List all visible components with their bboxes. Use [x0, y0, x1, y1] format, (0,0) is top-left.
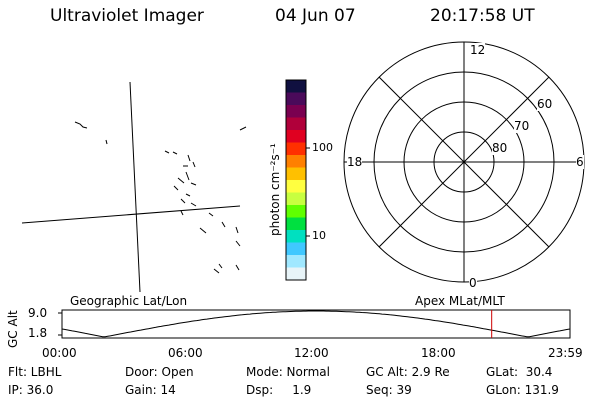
- polar-label-6: 6: [576, 155, 584, 169]
- strip-y-tick-1-8: 1.8: [28, 326, 48, 340]
- strip-right-title: Apex MLat/MLT: [415, 294, 505, 308]
- strip-x-tick-1200: 12:00: [294, 346, 329, 360]
- info-glat: GLat: 30.4: [486, 365, 553, 379]
- colorbar-cell: [286, 205, 306, 218]
- strip-x-tick-1800: 18:00: [421, 346, 456, 360]
- info-door: Door: Open: [125, 365, 194, 379]
- strip-y-tick-9: 9.0: [28, 306, 48, 320]
- info-ip: IP: 36.0: [8, 383, 54, 397]
- strip-x-tick-0600: 06:00: [168, 346, 203, 360]
- info-gc-alt: GC Alt: 2.9 Re: [366, 365, 450, 379]
- info-filter: Flt: LBHL: [8, 365, 62, 379]
- instrument-title: Ultraviolet Imager: [50, 6, 204, 26]
- polar-label-lat60: 60: [537, 97, 553, 111]
- colorbar-cell: [286, 242, 306, 256]
- strip-x-tick-2359: 23:59: [548, 346, 583, 360]
- colorbar-cell: [286, 217, 306, 231]
- colorbar-cell: [286, 130, 306, 143]
- strip-x-tick-0000: 00:00: [42, 346, 77, 360]
- colorbar-cell: [286, 155, 306, 168]
- colorbar-tick-100: 100: [312, 141, 333, 154]
- colorbar-tick-10: 10: [312, 229, 326, 242]
- info-gain: Gain: 14: [125, 383, 176, 397]
- polar-label-lat80: 80: [492, 141, 508, 155]
- strip-left-title: Geographic Lat/Lon: [70, 294, 188, 308]
- meridian-line: [129, 81, 141, 293]
- colorbar-cell: [286, 105, 306, 118]
- info-dsp: Dsp: 1.9: [246, 383, 312, 397]
- time-label: 20:17:58 UT: [430, 6, 535, 26]
- coastline-fragments: [74, 121, 247, 274]
- parallel-line: [21, 205, 241, 224]
- polar-label-lat70: 70: [514, 119, 530, 133]
- altitude-curve: [61, 310, 571, 338]
- colorbar-cell: [286, 142, 306, 156]
- polar-label-0: 0: [469, 276, 477, 290]
- info-mode: Mode: Normal: [246, 365, 330, 379]
- date-label: 04 Jun 07: [275, 6, 356, 26]
- colorbar-cell: [286, 192, 306, 206]
- colorbar-cell: [286, 80, 306, 93]
- colorbar-cell: [286, 167, 306, 181]
- colorbar-cell: [286, 180, 306, 193]
- colorbar-cell: [286, 92, 306, 106]
- colorbar-cell: [286, 267, 306, 281]
- info-seq: Seq: 39: [366, 383, 412, 397]
- colorbar-cell: [286, 230, 306, 243]
- colorbar-cell: [286, 255, 306, 268]
- polar-label-12: 12: [470, 43, 486, 57]
- info-glon: GLon: 131.9: [486, 383, 559, 397]
- polar-label-18: 18: [347, 155, 363, 169]
- colorbar-cell: [286, 117, 306, 131]
